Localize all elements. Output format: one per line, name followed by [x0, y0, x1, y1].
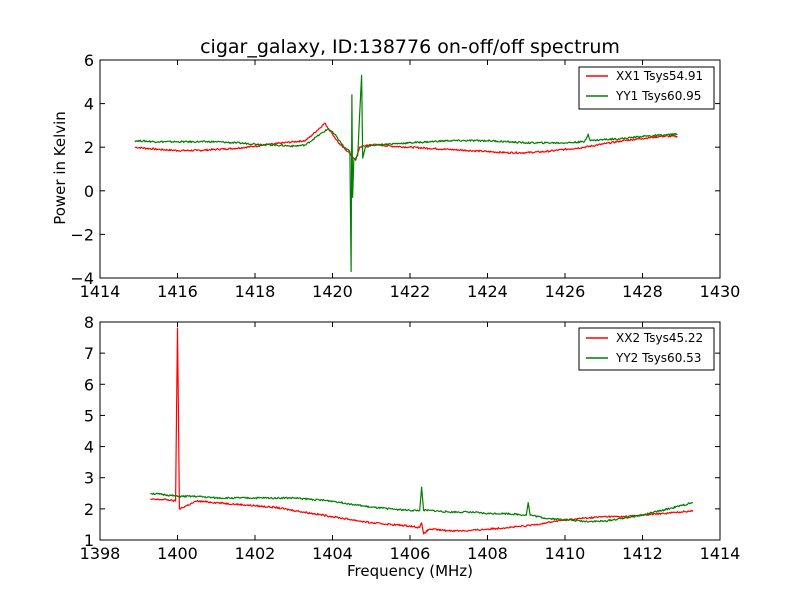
top-panel-ylabel: Power in Kelvin: [51, 111, 69, 225]
y-tick-label: 3: [84, 469, 94, 488]
series-line-2-1: [150, 327, 694, 535]
x-tick-label: 1414: [700, 544, 741, 563]
bottom-panel-ticks: 1398 1400 1402 1404 1406 1408 1410 1412 1414 1 2 3 4…: [80, 313, 741, 563]
x-tick-label: 1424: [467, 282, 508, 301]
bottom-panel-legend: XX2 Tsys45.22 YY2 Tsys60.53: [578, 327, 715, 371]
legend-label-yy2: YY2 Tsys60.53: [615, 351, 701, 365]
y-tick-label: −2: [70, 225, 94, 244]
y-tick-label: 6: [84, 375, 94, 394]
x-tick-label: 1416: [157, 282, 198, 301]
bottom-legend-box: [578, 327, 715, 371]
top-panel-series: [134, 74, 678, 273]
bottom-panel-xlabel: Frequency (MHz): [347, 562, 473, 580]
top-panel-ticks: 1414 1416 1418 1420 1422 1424 1426 1428 1430 −4 −2…: [70, 51, 740, 301]
bottom-panel: Frequency (MHz) 1398 1400 1402 1404 1406 1408…: [80, 313, 741, 580]
x-tick-label: 1410: [545, 544, 586, 563]
chart-title: cigar_galaxy, ID:138776 on-off/off spect…: [200, 36, 620, 58]
series-line-2-2: [150, 486, 693, 523]
series-line-1-1: [134, 122, 678, 161]
legend-label-yy1: YY1 Tsys60.95: [615, 89, 701, 103]
x-tick-label: 1408: [467, 544, 508, 563]
y-tick-label: 2: [84, 138, 94, 157]
x-tick-label: 1400: [157, 544, 198, 563]
bottom-panel-frame: [99, 321, 721, 541]
y-tick-label: 0: [84, 182, 94, 201]
x-tick-label: 1402: [235, 544, 276, 563]
y-tick-label: −4: [70, 269, 94, 288]
legend-label-xx2: XX2 Tsys45.22: [616, 331, 703, 345]
x-tick-label: 1420: [312, 282, 353, 301]
x-tick-label: 1414: [80, 282, 121, 301]
x-tick-label: 1404: [312, 544, 353, 563]
x-tick-label: 1412: [622, 544, 663, 563]
x-tick-label: 1428: [622, 282, 663, 301]
y-tick-label: 4: [84, 95, 94, 114]
x-tick-label: 1406: [390, 544, 431, 563]
x-tick-label: 1398: [80, 544, 121, 563]
x-tick-label: 1418: [235, 282, 276, 301]
top-panel-legend: XX1 Tsys54.91 YY1 Tsys60.95: [578, 66, 715, 110]
y-tick-label: 5: [84, 406, 94, 425]
y-tick-label: 8: [84, 313, 94, 332]
y-tick-label: 1: [84, 531, 94, 550]
y-tick-label: 6: [84, 51, 94, 70]
x-tick-label: 1422: [390, 282, 431, 301]
series-line-1-2: [134, 74, 678, 273]
top-legend-box: [578, 66, 715, 110]
y-tick-label: 2: [84, 500, 94, 519]
bottom-panel-series: [150, 327, 694, 535]
y-tick-label: 4: [84, 438, 94, 457]
top-panel-frame: [99, 59, 721, 279]
top-panel: Power in Kelvin 1414 1416 1418 1420 1422 1424…: [51, 51, 740, 301]
x-tick-label: 1430: [700, 282, 741, 301]
legend-label-xx1: XX1 Tsys54.91: [616, 69, 703, 83]
x-tick-label: 1426: [545, 282, 586, 301]
y-tick-label: 7: [84, 344, 94, 363]
